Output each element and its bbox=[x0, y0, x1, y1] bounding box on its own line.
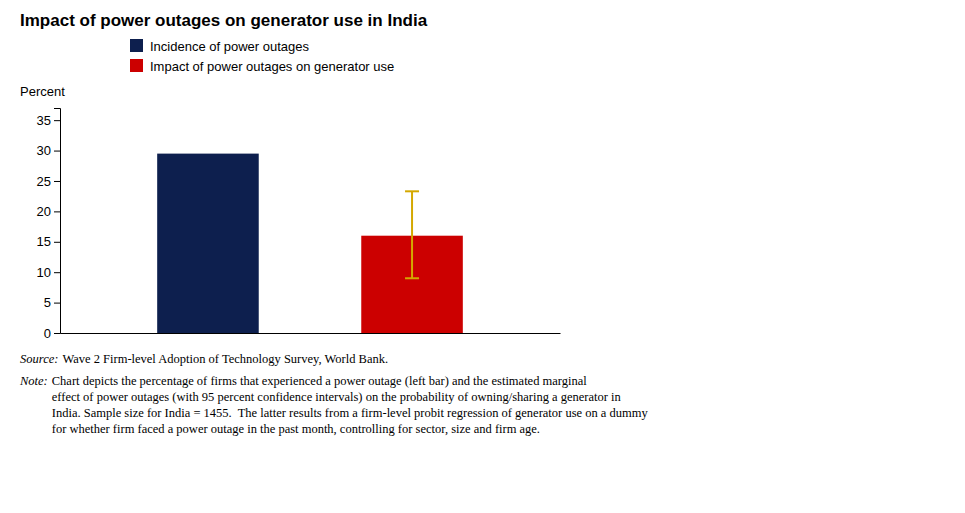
y-tick-mark bbox=[54, 181, 60, 182]
y-tick: 10 bbox=[37, 265, 60, 280]
y-tick: 5 bbox=[44, 295, 60, 310]
y-tick: 20 bbox=[37, 204, 60, 219]
y-tick-label: 0 bbox=[44, 326, 51, 341]
y-tick-label: 10 bbox=[37, 265, 51, 280]
y-tick-label: 30 bbox=[37, 143, 51, 158]
title: Impact of power outages on generator use… bbox=[20, 11, 428, 30]
error-bar-cap bbox=[405, 190, 419, 192]
y-tick: 35 bbox=[37, 113, 60, 128]
legend-label: Incidence of power outages bbox=[150, 39, 309, 54]
y-tick: 15 bbox=[37, 234, 60, 249]
note-text: India. Sample size for India = 1455. The… bbox=[52, 406, 649, 420]
error-bar-line bbox=[411, 191, 413, 278]
legend-item: Impact of power outages on generator use bbox=[130, 59, 394, 74]
note-label: Note: bbox=[19, 374, 48, 388]
x-axis-line bbox=[61, 333, 561, 334]
bar bbox=[157, 154, 259, 333]
y-tick-mark bbox=[54, 211, 60, 212]
y-tick-label: 20 bbox=[37, 204, 51, 219]
y-tick-label: 5 bbox=[44, 295, 51, 310]
note-text: for whether firm faced a power outage in… bbox=[52, 422, 540, 436]
y-tick: 30 bbox=[37, 143, 60, 158]
y-tick-label: 15 bbox=[37, 234, 51, 249]
y-tick: 0 bbox=[44, 326, 60, 341]
legend-swatch bbox=[130, 59, 143, 72]
chart: Impact of power outages on generator use… bbox=[0, 0, 965, 513]
y-tick: 25 bbox=[37, 174, 60, 189]
y-tick-mark bbox=[54, 272, 60, 273]
y-tick-mark bbox=[54, 151, 60, 152]
x-axis bbox=[61, 333, 561, 335]
y-tick-mark bbox=[54, 242, 60, 243]
note-label: Source: bbox=[20, 352, 58, 366]
note: Note: Chart depicts the percentage of fir… bbox=[19, 374, 648, 436]
note-text: effect of power outages (with 95 percent… bbox=[52, 390, 622, 404]
note-text: Wave 2 Firm-level Adoption of Technology… bbox=[62, 352, 388, 366]
legend-label: Impact of power outages on generator use bbox=[150, 59, 394, 74]
y-tick-label: 25 bbox=[37, 174, 51, 189]
plot-area bbox=[157, 154, 463, 333]
y-axis-label: Percent bbox=[20, 84, 65, 99]
note: Source: Wave 2 Firm-level Adoption of Tec… bbox=[20, 352, 388, 366]
y-tick-mark bbox=[54, 303, 60, 304]
legend-swatch bbox=[130, 39, 143, 52]
error-bar bbox=[405, 191, 419, 278]
legend: Incidence of power outages Impact of powe… bbox=[130, 39, 394, 74]
y-tick-mark bbox=[54, 333, 60, 334]
y-axis: 0 5 10 15 20 25 30 35 bbox=[37, 109, 61, 341]
error-bar-cap bbox=[405, 277, 419, 279]
y-tick-mark bbox=[54, 120, 60, 121]
y-axis-line bbox=[54, 109, 61, 334]
legend-item: Incidence of power outages bbox=[130, 39, 309, 54]
note-text: Chart depicts the percentage of firms th… bbox=[52, 374, 587, 388]
y-tick-label: 35 bbox=[37, 113, 51, 128]
